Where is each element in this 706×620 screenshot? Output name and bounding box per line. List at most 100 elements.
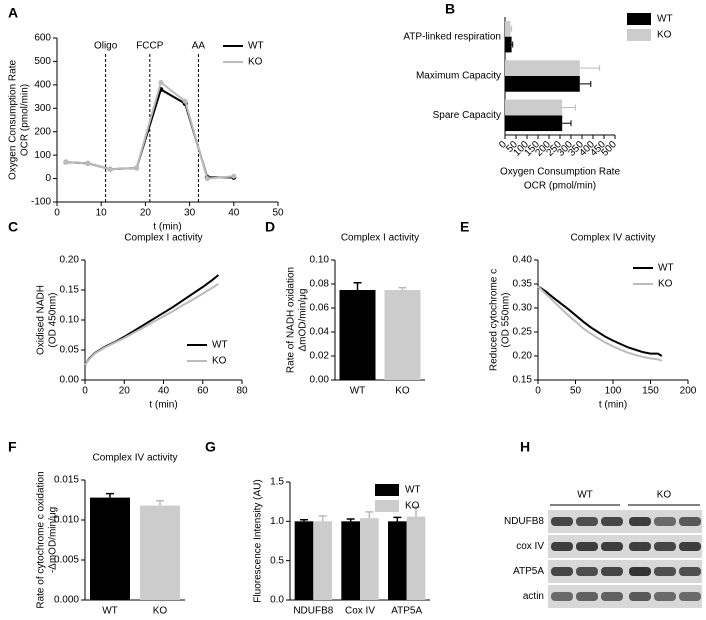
y-tick-label: 300 [34,103,51,114]
legend-swatch [375,484,399,496]
legend-label: KO [658,279,673,290]
x-tick-label: 20 [119,386,131,397]
x-axis-label: t (min) [149,400,177,411]
error-bar [398,286,407,290]
panel-label: C [8,219,18,235]
error-bar [353,282,362,290]
y-tick-label: 0.010 [54,515,79,526]
y-tick-label: 0.0 [270,595,284,606]
y-tick-label: 0.15 [513,375,533,386]
y-tick-label: 1.5 [270,477,284,488]
category-label: Maximum Capacity [416,71,501,82]
blot-band [654,567,676,576]
x-axis-label: Oxygen Consumption Rate [500,167,621,178]
category-label: ATP-linked respiration [403,31,501,42]
y-tick-label: 0.05 [60,345,80,356]
blot-band [551,592,573,601]
x-tick-label: ATP5A [391,606,422,617]
series-line [537,285,663,362]
y-tick-label: 0.06 [310,303,330,314]
y-tick-label: 0.30 [513,303,533,314]
event-label: AA [192,41,206,52]
bar [384,290,421,380]
point [182,98,188,104]
legend-swatch [375,500,399,512]
y-tick-label: -100 [31,197,51,208]
error-bar [412,506,420,517]
x-tick-label: 40 [158,386,170,397]
error-bar [562,104,576,111]
point [231,173,237,179]
y-tick-label: 200 [34,126,51,137]
blot-band [601,592,623,601]
panel-label: F [8,439,17,455]
bar [388,521,407,600]
x-tick-label: 10 [96,208,108,219]
blot-band [601,542,623,551]
y-tick-label: 0.20 [60,255,80,266]
legend-swatch [627,29,651,41]
y-axis-label: (OD 550nm) [501,292,512,347]
series-line [84,283,219,366]
y-tick-label: 0.02 [310,351,330,362]
y-tick-label: 0.15 [60,285,80,296]
x-tick-label: 40 [228,208,240,219]
error-bar [365,511,374,519]
point [85,160,91,166]
y-tick-label: 0.04 [310,327,330,338]
x-tick-label: NDUFB8 [293,606,333,617]
legend-label: KO [405,501,420,512]
blot-band [679,567,701,576]
blot-band [629,517,651,526]
row-label: ATP5A [513,566,544,577]
x-tick-label: 0 [535,386,541,397]
chart-title: Complex IV activity [92,453,177,464]
blot-strip [548,585,702,608]
x-tick-label: KO [153,606,168,617]
bar [505,99,563,116]
y-axis-label: Reduced cytochrome c [489,269,500,371]
y-tick-label: 0.25 [513,327,533,338]
x-tick-label: KO [395,386,410,397]
y-tick-label: 0.00 [310,375,330,386]
panel-label: E [460,219,469,235]
point [158,80,164,86]
row-label: cox IV [516,541,544,552]
x-tick-label: 50 [570,386,582,397]
x-tick-label: 200 [680,386,697,397]
blot-band [576,592,598,601]
y-axis-label: (OD 450nm) [48,292,59,347]
y-axis-label: Oxidised NADH [36,285,47,355]
error-bar [393,516,402,522]
row-label: actin [523,591,544,602]
series-line [537,285,663,357]
panel-label: A [8,5,18,21]
error-bar [510,25,513,32]
y-axis-label: OCR (pmol/min) [20,84,31,156]
legend-label: WT [405,485,421,496]
x-tick-label: 0 [82,386,88,397]
group-label: KO [657,490,672,501]
bar [294,521,314,600]
y-tick-label: 100 [34,150,51,161]
legend-label: KO [248,57,263,68]
bar [505,60,580,76]
y-axis-label: -ΔmOD/min/μg [48,507,59,573]
chart-title: Complex I activity [124,233,202,244]
error-bar [300,519,308,522]
group-label: WT [577,490,593,501]
x-tick-label: 80 [236,386,248,397]
event-label: Oligo [94,41,118,52]
blot-band [654,592,676,601]
blot-band [576,567,598,576]
y-tick-label: 0.005 [54,555,79,566]
blot-band [551,542,573,551]
y-tick-label: 0.35 [513,279,533,290]
legend-label: WT [248,41,264,52]
y-axis-label: Rate of cytochrome c oxidation [36,471,47,608]
panel-label: H [520,439,530,455]
blot-strip [548,560,702,583]
category-label: Spare Capacity [433,110,501,121]
series-line [65,80,234,180]
blot-band [679,542,701,551]
